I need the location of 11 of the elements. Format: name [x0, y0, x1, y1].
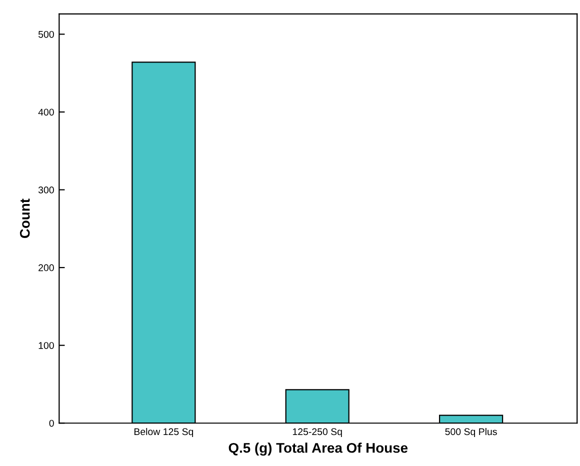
x-tick-label: 125-250 Sq — [292, 428, 342, 438]
y-tick-label: 200 — [38, 264, 54, 272]
y-tick-label: 400 — [38, 108, 54, 116]
y-axis-title: Count — [20, 198, 30, 238]
y-tick-label: 500 — [38, 30, 54, 38]
x-axis-title: Q.5 (g) Total Area Of House — [228, 442, 408, 456]
x-tick-label: Below 125 Sq — [134, 428, 194, 438]
y-tick-label: 100 — [38, 342, 54, 349]
y-tick-label: 300 — [38, 186, 54, 194]
x-tick-label: 500 Sq Plus — [445, 428, 497, 438]
y-tick-label: 0 — [49, 420, 54, 427]
